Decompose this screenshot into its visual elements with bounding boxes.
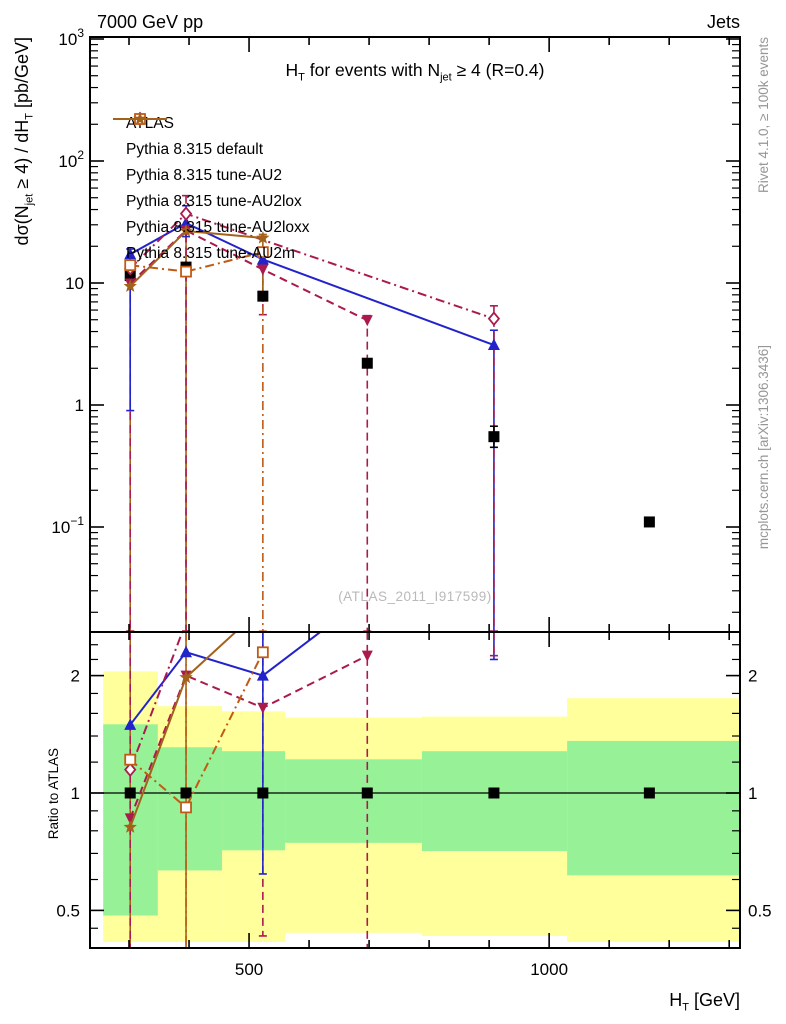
triangle-up-marker bbox=[256, 669, 269, 681]
triangle-up-marker bbox=[487, 338, 500, 351]
diamond-open-marker bbox=[487, 311, 501, 327]
star-marker bbox=[179, 224, 193, 237]
square-marker bbox=[257, 290, 269, 302]
ratio-tick-label: 0.5 bbox=[56, 901, 80, 920]
square-marker bbox=[180, 787, 192, 799]
triangle-down-marker bbox=[124, 813, 136, 825]
square-marker bbox=[643, 787, 655, 799]
square-marker bbox=[361, 357, 373, 369]
series-tune-AU2loxx-markers bbox=[124, 246, 269, 278]
triangle-down-marker bbox=[257, 702, 269, 714]
star-icon bbox=[133, 112, 147, 125]
series-ATLAS-markers bbox=[124, 261, 655, 528]
series-tune-AU2lox-ratio-markers bbox=[124, 762, 137, 778]
square-open-marker bbox=[124, 259, 137, 272]
triangle-down-marker bbox=[257, 264, 269, 276]
legend-label: Pythia 8.315 tune-AU2lox bbox=[126, 193, 302, 210]
legend-item-tune-AU2lox: Pythia 8.315 tune-AU2lox bbox=[112, 111, 310, 215]
square-marker bbox=[488, 787, 500, 799]
star-marker bbox=[256, 231, 270, 244]
square-open-marker bbox=[124, 753, 137, 766]
x-axis-label: HT [GeV] bbox=[669, 990, 740, 1014]
green-band-segment bbox=[421, 751, 568, 852]
legend-item-tune-AU2loxx: Pythia 8.315 tune-AU2loxx bbox=[112, 113, 310, 241]
diamond-open-marker bbox=[179, 206, 193, 222]
diamond-open-marker bbox=[124, 762, 137, 778]
square-open-marker bbox=[256, 246, 269, 259]
legend-label: Pythia 8.315 tune-AU2loxx bbox=[126, 219, 310, 236]
ratio-uncertainty-bands bbox=[90, 671, 740, 942]
triangle-down-marker bbox=[361, 315, 373, 327]
ratio-tick-label: 2 bbox=[748, 667, 757, 686]
series-tune-AU2loxx-line bbox=[130, 251, 264, 273]
square-open-marker bbox=[180, 265, 192, 278]
y-axis-tick-label: 10−1 bbox=[51, 514, 84, 537]
square-marker bbox=[124, 787, 136, 799]
legend-item-tune-AU2: Pythia 8.315 tune-AU2 bbox=[112, 114, 310, 189]
series-tune-AU2m-markers bbox=[123, 224, 270, 292]
green-band-segment bbox=[285, 759, 422, 843]
ratio-tick-label: 0.5 bbox=[748, 901, 772, 920]
series-tune-AU2m-ratio-markers bbox=[123, 670, 193, 833]
y-axis-label: dσ(Njet ≥ 4) / dHT [pb/GeV] bbox=[12, 37, 36, 246]
star-marker bbox=[179, 670, 193, 684]
x-axis-tick-label: 500 bbox=[235, 960, 263, 979]
series-default-ratio-line bbox=[129, 632, 322, 726]
triangle-up-marker bbox=[256, 252, 269, 265]
legend-swatch-star-icon bbox=[113, 112, 167, 125]
green-band-segment bbox=[222, 751, 286, 851]
series-tune-AU2-line bbox=[129, 229, 368, 322]
square-open-marker bbox=[180, 801, 192, 814]
plot-title: HT for events with Njet ≥ 4 (R=0.4) bbox=[285, 60, 545, 84]
series-tune-AU2lox-ratio-line bbox=[129, 632, 184, 770]
legend: ATLAS Pythia 8.315 default Pythia 8.315 tu… bbox=[112, 111, 310, 267]
square-marker bbox=[361, 787, 373, 799]
x-axis-tick-label: 1000 bbox=[530, 960, 568, 979]
y-axis-tick-label: 10 bbox=[65, 274, 84, 293]
rivet-version-note: Rivet 4.1.0, ≥ 100k events bbox=[756, 37, 771, 193]
triangle-up-marker bbox=[180, 216, 193, 229]
legend-item-default: Pythia 8.315 default bbox=[112, 112, 310, 163]
star-marker bbox=[123, 279, 137, 292]
y-axis-tick-label: 1 bbox=[75, 396, 84, 415]
mcplots-reference-note: mcplots.cern.ch [arXiv:1306.3436] bbox=[756, 345, 771, 550]
beam-info: 7000 GeV pp bbox=[97, 12, 204, 32]
series-ATLAS-ratio-markers bbox=[124, 787, 655, 799]
ratio-axis-label: Ratio to ATLAS bbox=[46, 748, 61, 840]
ratio-panel-border bbox=[89, 631, 741, 949]
square-marker bbox=[488, 431, 500, 443]
analysis-group: Jets bbox=[706, 12, 740, 32]
series-tune-AU2loxx-ratio-markers bbox=[124, 646, 269, 814]
square-marker bbox=[643, 516, 655, 528]
triangle-up-marker bbox=[124, 718, 137, 730]
series-default-markers bbox=[124, 216, 500, 351]
ratio-tick-label: 1 bbox=[71, 784, 80, 803]
green-band-segment bbox=[567, 740, 740, 876]
square-open-marker bbox=[256, 646, 269, 659]
star-marker bbox=[123, 820, 137, 833]
y-axis-tick-label: 103 bbox=[58, 26, 84, 49]
square-marker bbox=[257, 787, 269, 799]
series-default-line bbox=[129, 221, 495, 347]
triangle-up-marker bbox=[124, 247, 137, 260]
ratio-tick-label: 1 bbox=[748, 784, 757, 803]
legend-label: Pythia 8.315 tune-AU2m bbox=[126, 245, 295, 262]
analysis-id-watermark: (ATLAS_2011_I917599) bbox=[338, 589, 492, 604]
legend-item-tune-AU2m: Pythia 8.315 tune-AU2m bbox=[112, 112, 310, 267]
series-default-ratio-markers bbox=[124, 645, 269, 730]
ratio-tick-label: 2 bbox=[71, 667, 80, 686]
triangle-down-marker bbox=[361, 650, 373, 662]
y-axis-tick-label: 102 bbox=[58, 148, 84, 171]
triangle-up-marker bbox=[180, 645, 193, 658]
legend-label: Pythia 8.315 tune-AU2 bbox=[126, 167, 282, 184]
legend-label: Pythia 8.315 default bbox=[126, 141, 264, 158]
